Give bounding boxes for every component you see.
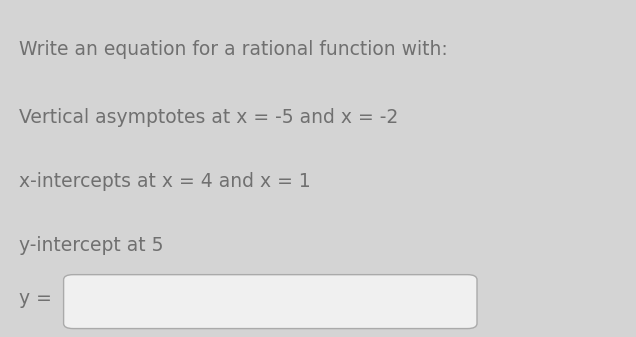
FancyBboxPatch shape [64, 275, 477, 329]
Text: y-intercept at 5: y-intercept at 5 [19, 236, 163, 255]
Text: x-intercepts at x = 4 and x = 1: x-intercepts at x = 4 and x = 1 [19, 172, 311, 191]
Text: Write an equation for a rational function with:: Write an equation for a rational functio… [19, 40, 448, 59]
Text: Vertical asymptotes at x = -5 and x = -2: Vertical asymptotes at x = -5 and x = -2 [19, 108, 398, 127]
Text: y =: y = [19, 289, 52, 308]
